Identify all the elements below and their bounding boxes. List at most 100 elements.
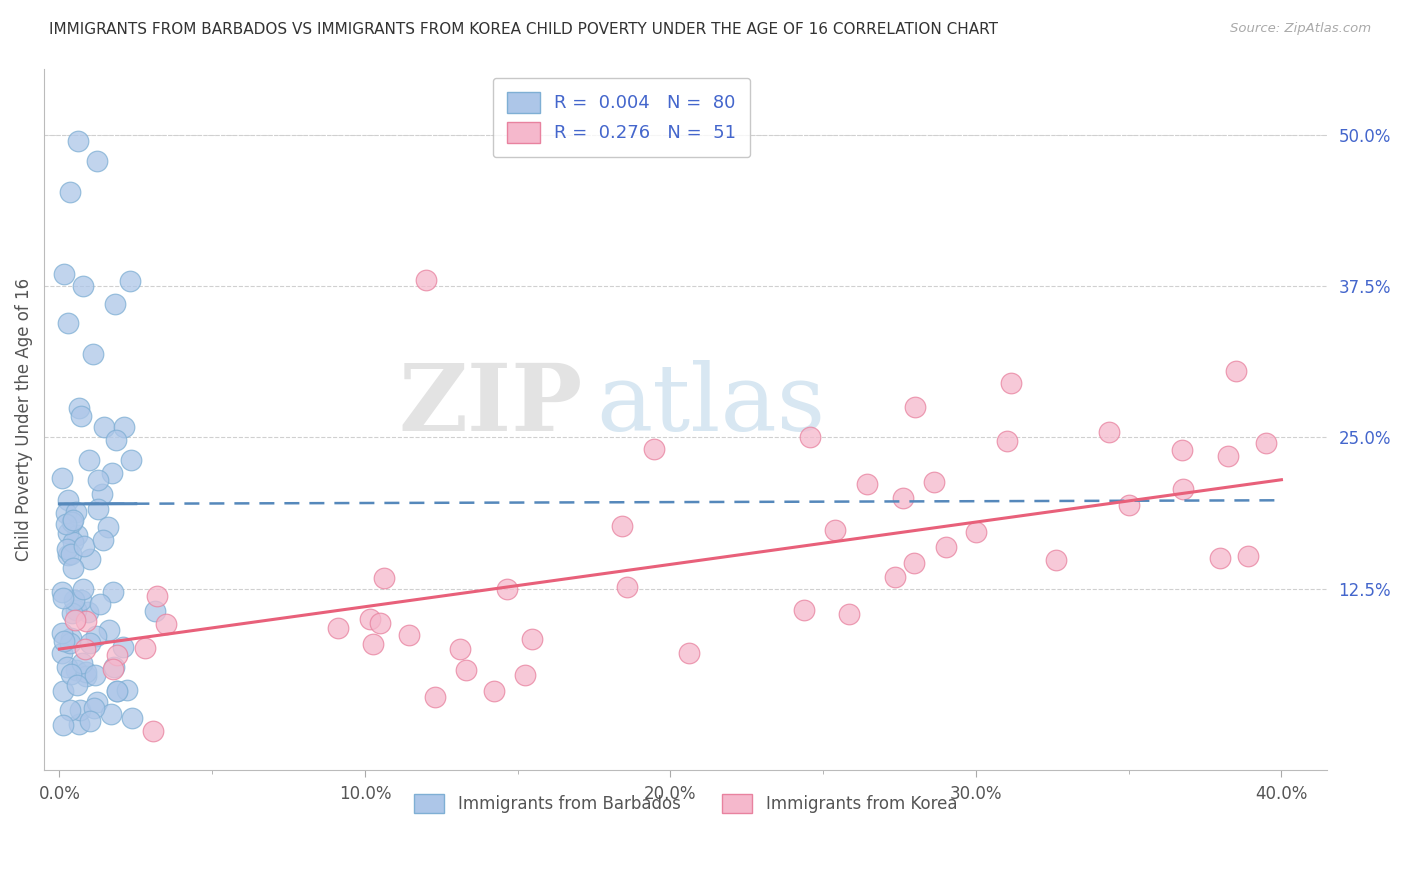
Point [1216,449,1239,463]
Point [87,502,110,516]
Point [72,279,94,293]
Point [52,591,75,605]
Point [69,703,91,717]
Point [101,662,124,676]
Point [75,669,97,683]
Point [86,153,108,168]
Point [56,525,79,540]
Point [51,470,73,484]
Point [793,603,815,617]
Point [965,524,987,539]
Point [62,534,84,549]
Point [117,683,139,698]
Point [884,570,907,584]
Point [83,701,105,715]
Point [456,663,478,677]
Point [398,628,420,642]
Point [87,473,110,487]
Point [76,606,98,620]
Point [1171,483,1194,497]
Point [79,551,101,566]
Point [62,513,84,527]
Point [1171,442,1194,457]
Point [496,582,519,596]
Point [65,663,87,677]
Point [98,624,121,638]
Point [326,621,349,635]
Point [103,659,125,673]
Point [56,549,79,563]
Point [59,631,82,645]
Point [65,528,87,542]
Point [610,519,633,533]
Point [134,641,156,656]
Point [891,491,914,505]
Point [118,274,141,288]
Point [70,409,93,424]
Point [100,707,122,722]
Point [84,667,107,681]
Point [62,561,84,575]
Point [67,401,90,415]
Point [1225,364,1247,378]
Point [935,540,957,554]
Point [66,134,89,148]
Point [75,665,97,679]
Point [104,297,127,311]
Point [56,316,79,330]
Point [86,696,108,710]
Point [105,684,128,698]
Point [1098,425,1121,439]
Point [59,636,82,650]
Point [482,684,505,698]
Text: ZIP: ZIP [399,360,583,450]
Point [75,614,97,628]
Point [415,273,437,287]
Point [65,505,87,519]
Y-axis label: Child Poverty Under the Age of 16: Child Poverty Under the Age of 16 [15,277,32,561]
Point [91,533,114,548]
Point [112,419,135,434]
Point [643,442,665,456]
Point [67,717,90,731]
Point [56,660,79,674]
Text: IMMIGRANTS FROM BARBADOS VS IMMIGRANTS FROM KOREA CHILD POVERTY UNDER THE AGE OF: IMMIGRANTS FROM BARBADOS VS IMMIGRANTS F… [49,22,998,37]
Point [922,475,945,489]
Point [75,642,97,657]
Point [101,584,124,599]
Point [55,517,77,532]
Point [995,434,1018,449]
Point [142,724,165,739]
Point [66,678,89,692]
Point [63,613,86,627]
Point [368,615,391,630]
Point [121,711,143,725]
Point [53,267,76,281]
Point [70,593,93,607]
Point [513,668,536,682]
Point [799,430,821,444]
Point [58,493,80,508]
Point [60,516,83,530]
Point [155,616,177,631]
Point [678,646,700,660]
Point [51,646,73,660]
Point [52,634,75,648]
Point [361,637,384,651]
Point [105,684,128,698]
Point [52,718,75,732]
Point [120,453,142,467]
Point [55,506,77,520]
Point [60,547,83,561]
Point [904,400,927,414]
Point [59,666,82,681]
Point [145,590,167,604]
Point [449,642,471,657]
Point [105,648,128,663]
Point [70,657,93,671]
Point [51,585,73,599]
Point [55,541,77,556]
Legend: Immigrants from Barbados, Immigrants from Korea: Immigrants from Barbados, Immigrants fro… [402,782,969,825]
Point [373,571,395,585]
Point [60,606,83,620]
